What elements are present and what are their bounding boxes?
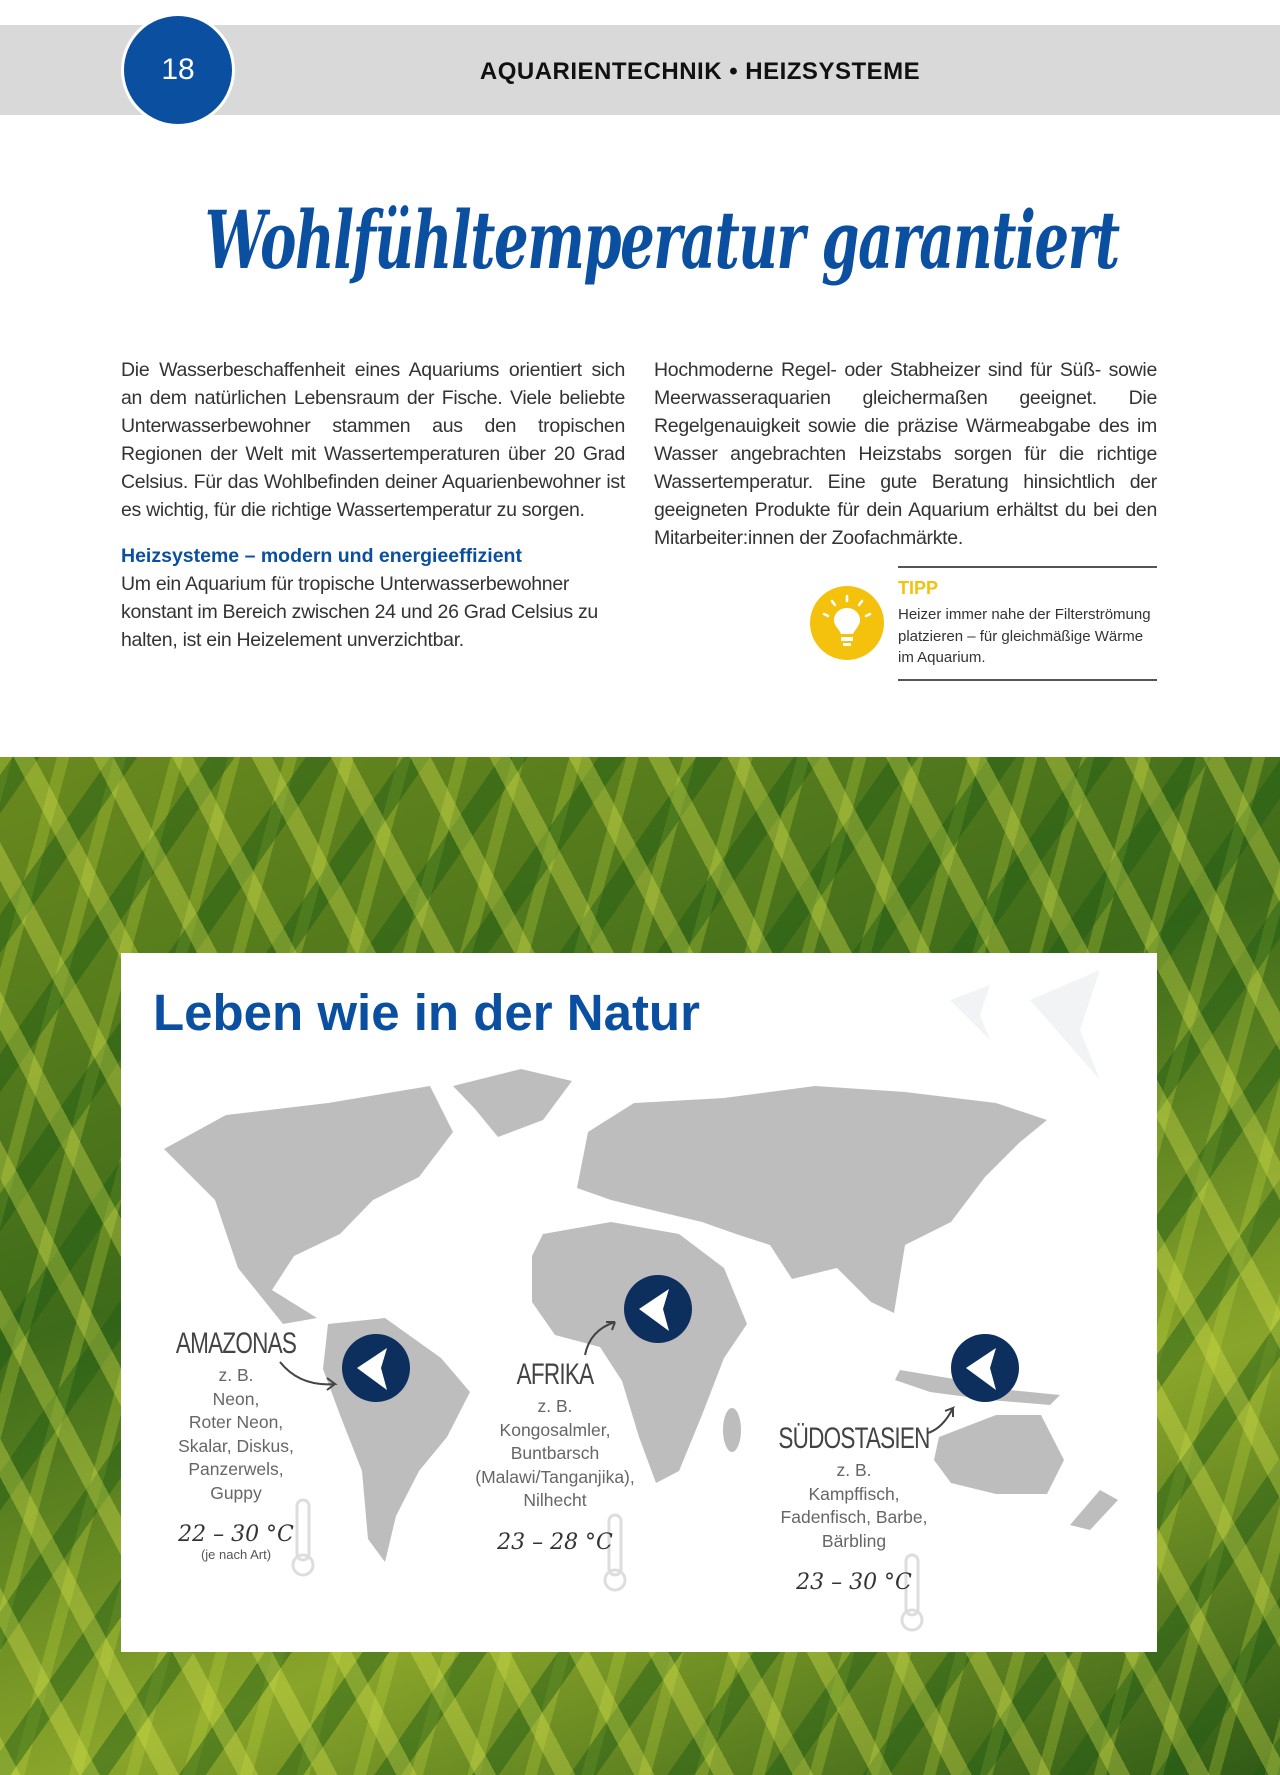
region-name: AFRIKA [516, 1358, 595, 1391]
left-column: Die Wasserbeschaffenheit eines Aquariums… [121, 356, 625, 654]
tip-box: TIPP Heizer immer nahe der Filterströmun… [810, 566, 1157, 681]
map-card: Leben wie in der Natur AMAZONAS z. B. Ne… [121, 953, 1157, 1652]
fish-name: Roter Neon, [188, 1412, 284, 1432]
world-map [164, 970, 1118, 1632]
intro-left: Die Wasserbeschaffenheit eines Aquariums… [121, 359, 625, 521]
eg: z. B. [537, 1396, 573, 1416]
fish-name: Kongosalmler, [499, 1419, 611, 1440]
thermometer-icon [291, 1498, 924, 1632]
subheading-text: Um ein Aquarium für tropische Unterwasse… [121, 573, 598, 651]
region-name: AMAZONAS [175, 1327, 297, 1360]
fish-name: Kampffisch, [808, 1483, 900, 1504]
right-column: Hochmoderne Regel- oder Stabheizer sind … [654, 356, 1157, 681]
map-title: Leben wie in der Natur [153, 984, 700, 1041]
page-title: Wohlfühltemperatur garantiert [204, 193, 1120, 287]
fish-name: Fadenfisch, Barbe, [780, 1507, 928, 1527]
decorative-fish [950, 970, 1100, 1080]
region-name: SÜDOSTASIEN [778, 1422, 930, 1455]
fish-name: Neon, [212, 1388, 260, 1409]
fish-name: Nilhecht [523, 1490, 587, 1510]
temperature-note: (je nach Art) [200, 1546, 272, 1562]
page-number: 18 [121, 13, 235, 127]
temperature: 23 – 30 °C [796, 1570, 912, 1595]
arrow-icon [279, 1321, 956, 1434]
fish-badge-icon [342, 1275, 1019, 1402]
fish-name: Buntbarsch [510, 1443, 600, 1463]
intro-right: Hochmoderne Regel- oder Stabheizer sind … [654, 359, 1157, 549]
subheading: Heizsysteme – modern und energieeffizien… [121, 545, 522, 567]
north-america [164, 1086, 453, 1324]
new-zealand [1070, 1490, 1118, 1530]
tip-text: Heizer immer nahe der Filterströmung pla… [898, 606, 1151, 666]
fish-name: Panzerwels, [188, 1459, 284, 1479]
region-afrika: AFRIKA z. B. Kongosalmler, Buntbarsch (M… [475, 1357, 635, 1554]
section-title: AQUARIENTECHNIK • HEIZSYSTEME [479, 58, 921, 85]
madagascar [723, 1408, 741, 1452]
region-suedostasien: SÜDOSTASIEN z. B. Kampffisch, Fadenfisch… [753, 1421, 955, 1595]
temperature: 23 – 28 °C [497, 1529, 613, 1555]
australia [934, 1415, 1064, 1494]
tip-title: TIPP [898, 578, 939, 598]
fish-name: Skalar, Diskus, [178, 1435, 294, 1456]
fish-name: Bärbling [821, 1530, 887, 1551]
eg: z. B. [836, 1460, 872, 1480]
eg: z. B. [218, 1365, 254, 1385]
fish-name: Guppy [210, 1482, 262, 1503]
fish-name: (Malawi/Tanganjika), [475, 1466, 635, 1487]
lightbulb-icon [810, 586, 884, 660]
africa [532, 1222, 747, 1483]
temperature: 22 – 30 °C [178, 1522, 294, 1547]
eurasia [577, 1086, 1047, 1313]
region-amazonas: AMAZONAS z. B. Neon, Roter Neon, Skalar,… [156, 1326, 316, 1563]
greenland [453, 1069, 572, 1137]
